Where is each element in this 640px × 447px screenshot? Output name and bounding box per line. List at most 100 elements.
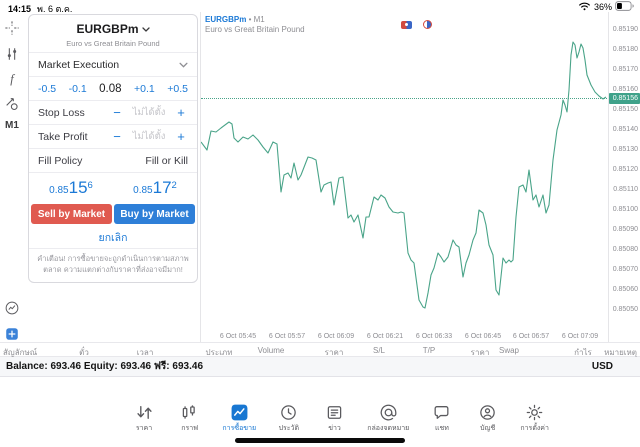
- tab-label: บัญชี: [480, 425, 496, 432]
- tab-chat[interactable]: แชท: [429, 403, 455, 434]
- price-axis-label: 0.85070: [612, 265, 638, 273]
- charts-icon: [180, 403, 199, 422]
- take-profit-minus-button[interactable]: −: [113, 129, 121, 144]
- stop-loss-label: Stop Loss: [38, 106, 85, 119]
- table-column-header: ราคา: [324, 348, 344, 357]
- table-column-header: กำไร: [574, 348, 592, 357]
- market-warning-text: คำเตือน! การซื้อขายจะถูกดำเนินการตามสภาพ…: [29, 248, 197, 282]
- function-icon[interactable]: f: [4, 71, 20, 87]
- timeframe-button[interactable]: M1: [5, 120, 19, 131]
- tab-label: แชท: [435, 425, 449, 432]
- chat-icon: [432, 403, 451, 422]
- price-axis-label: 0.85120: [612, 165, 638, 173]
- flag-icon-eur: [401, 20, 412, 29]
- price-axis-label: 0.85100: [612, 205, 638, 213]
- history-icon: [279, 403, 298, 422]
- price-axis-label: 0.85160: [612, 85, 638, 93]
- indicators-icon[interactable]: [4, 46, 20, 62]
- tab-quotes[interactable]: ราคา: [131, 403, 157, 434]
- price-axis-label: 0.85150: [612, 105, 638, 113]
- tab-mailbox[interactable]: กล่องจดหมาย: [367, 403, 409, 434]
- order-panel: EURGBPm Euro vs Great Britain Pound Mark…: [28, 14, 198, 283]
- volume-dec-large-button[interactable]: -0.5: [38, 82, 57, 95]
- price-axis-label: 0.85090: [612, 225, 638, 233]
- stop-loss-plus-button[interactable]: +: [177, 105, 185, 120]
- chart-symbol: EURGBPm: [205, 15, 247, 24]
- mailbox-icon: [379, 403, 398, 422]
- quotes-icon: [135, 403, 154, 422]
- status-bar: 14:15 พ. 6 ต.ค. 36%: [0, 0, 640, 14]
- tab-label: ประวัติ: [278, 425, 300, 432]
- battery-icon: [615, 1, 635, 13]
- trade-icon: [230, 403, 249, 422]
- take-profit-label: Take Profit: [38, 130, 88, 143]
- tab-charts[interactable]: กราฟ: [177, 403, 203, 434]
- wifi-icon: [578, 1, 591, 13]
- account-currency: USD: [591, 361, 613, 372]
- clock-time: 14:15: [8, 4, 32, 14]
- crosshair-icon[interactable]: [4, 20, 20, 36]
- chart-style-icon[interactable]: [4, 300, 20, 316]
- chart-symbol-description: Euro vs Great Britain Pound: [205, 25, 305, 35]
- buy-by-market-button[interactable]: Buy by Market: [114, 204, 195, 224]
- price-axis-label: 0.85050: [612, 305, 638, 313]
- table-column-header: เวลา: [136, 348, 154, 357]
- tab-label: ราคา: [135, 425, 153, 432]
- price-axis-label: 0.85130: [612, 145, 638, 153]
- objects-icon[interactable]: [4, 96, 20, 112]
- chevron-down-icon: [179, 62, 188, 68]
- price-line-chart[interactable]: [201, 12, 609, 342]
- price-axis-label: 0.85080: [612, 245, 638, 253]
- cancel-button[interactable]: ยกเลิก: [98, 231, 128, 244]
- price-axis[interactable]: 0.85156 0.85190 0.85180 0.85170 0.85160 0.85…: [608, 12, 640, 342]
- sell-by-market-button[interactable]: Sell by Market: [31, 204, 112, 224]
- execution-mode-value: Market Execution: [38, 58, 120, 71]
- time-axis-label: 6 Oct 05:57: [268, 333, 306, 340]
- time-axis-label: 6 Oct 05:45: [219, 333, 257, 340]
- tab-settings[interactable]: การตั้งค่า: [520, 403, 549, 434]
- table-column-header: หมายเหตุ: [604, 348, 637, 357]
- tab-label: การซื้อขาย: [222, 425, 257, 432]
- time-axis-label: 6 Oct 06:09: [317, 333, 355, 340]
- table-column-header: S/L: [372, 346, 386, 355]
- table-column-header: ตั๋ว: [79, 348, 89, 357]
- current-price-tag: 0.85156: [609, 92, 640, 104]
- current-price-line: [201, 98, 609, 99]
- execution-mode-select[interactable]: Market Execution: [29, 52, 197, 76]
- tab-trade[interactable]: การซื้อขาย: [222, 403, 256, 434]
- buy-price-quote: 0.85172: [133, 178, 177, 197]
- symbol-description: Euro vs Great Britain Pound: [66, 39, 160, 48]
- stop-loss-minus-button[interactable]: −: [113, 105, 121, 120]
- symbol-selector[interactable]: EURGBPm: [76, 22, 150, 36]
- tab-news[interactable]: ข่าว: [322, 403, 348, 434]
- tab-history[interactable]: ประวัติ: [276, 403, 302, 434]
- take-profit-value[interactable]: ไม่ได้ตั้ง: [132, 131, 166, 142]
- stop-loss-value[interactable]: ไม่ได้ตั้ง: [132, 107, 166, 118]
- balance-summary: Balance: 693.46 Equity: 693.46 ฟรี: 693.…: [6, 361, 204, 372]
- table-column-header: สัญลักษณ์: [3, 348, 38, 357]
- price-axis-label: 0.85060: [612, 285, 638, 293]
- time-axis-label: 6 Oct 06:45: [464, 333, 502, 340]
- volume-dec-small-button[interactable]: -0.1: [68, 82, 87, 95]
- tab-accounts[interactable]: บัญชี: [475, 403, 501, 434]
- account-summary-bar: Balance: 693.46 Equity: 693.46 ฟรี: 693.…: [0, 357, 640, 377]
- chevron-down-icon: [141, 26, 150, 32]
- time-axis-label: 6 Oct 06:57: [512, 333, 550, 340]
- price-axis-label: 0.85170: [612, 65, 638, 73]
- trade-table-header: สัญลักษณ์ ตั๋ว เวลา ประเภท Volume ราคา S/L T/P ร…: [0, 342, 640, 357]
- fill-policy-select[interactable]: Fill Policy Fill or Kill: [29, 148, 197, 172]
- volume-inc-large-button[interactable]: +0.5: [167, 82, 188, 95]
- sell-price-quote: 0.85156: [49, 178, 93, 197]
- take-profit-plus-button[interactable]: +: [177, 129, 185, 144]
- chart-area[interactable]: EURGBPm • M1 Euro vs Great Britain Pound…: [200, 12, 609, 342]
- fill-policy-value: Fill or Kill: [145, 154, 188, 167]
- home-indicator: [235, 438, 405, 443]
- time-axis-label: 6 Oct 06:21: [366, 333, 404, 340]
- time-axis: 6 Oct 05:45 6 Oct 05:57 6 Oct 06:09 6 Oct 0…: [201, 333, 609, 342]
- clock-date: พ. 6 ต.ค.: [37, 4, 73, 14]
- volume-value[interactable]: 0.08: [99, 82, 122, 95]
- new-chart-icon[interactable]: [4, 326, 20, 342]
- volume-inc-small-button[interactable]: +0.1: [134, 82, 155, 95]
- table-column-header: ราคา: [470, 348, 490, 357]
